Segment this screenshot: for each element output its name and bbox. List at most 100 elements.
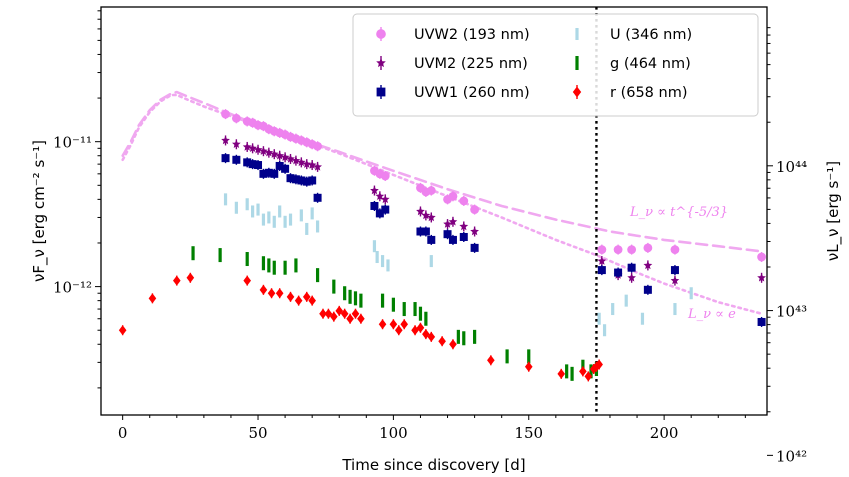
series-4 bbox=[191, 246, 599, 381]
data-point bbox=[456, 329, 460, 344]
data-point bbox=[291, 156, 301, 165]
data-point bbox=[448, 217, 458, 226]
data-point bbox=[391, 297, 395, 312]
data-point bbox=[416, 206, 425, 216]
data-point bbox=[443, 230, 452, 239]
data-point bbox=[602, 324, 607, 337]
data-point bbox=[589, 364, 593, 379]
data-point bbox=[597, 266, 606, 275]
data-point bbox=[353, 291, 358, 306]
data-point bbox=[275, 161, 284, 170]
legend-label: g (464 nm) bbox=[610, 56, 691, 72]
legend-box bbox=[352, 13, 759, 117]
legend-marker bbox=[376, 57, 386, 68]
data-point bbox=[254, 161, 263, 170]
data-point bbox=[313, 141, 322, 151]
data-point bbox=[689, 287, 693, 300]
data-point bbox=[259, 284, 268, 295]
data-point bbox=[389, 319, 398, 330]
data-point bbox=[375, 209, 384, 218]
data-point bbox=[429, 255, 433, 268]
data-point bbox=[470, 205, 480, 214]
data-point bbox=[280, 152, 290, 161]
data-point bbox=[757, 317, 766, 326]
data-point bbox=[426, 212, 436, 222]
data-point bbox=[443, 219, 452, 228]
data-point bbox=[310, 207, 314, 220]
data-point bbox=[421, 227, 430, 236]
data-point bbox=[248, 160, 257, 169]
data-point bbox=[595, 359, 603, 370]
data-point bbox=[315, 268, 320, 283]
data-point bbox=[307, 160, 317, 169]
data-point bbox=[308, 295, 316, 306]
y-tick-label: 10⁻¹² bbox=[53, 279, 92, 297]
data-point bbox=[148, 293, 157, 304]
data-point bbox=[346, 313, 354, 324]
data-point bbox=[118, 325, 127, 336]
data-point bbox=[380, 255, 385, 268]
data-point bbox=[613, 245, 623, 255]
data-point bbox=[340, 308, 349, 319]
data-point bbox=[411, 325, 419, 336]
data-point bbox=[319, 308, 327, 319]
data-point bbox=[283, 215, 287, 228]
data-point bbox=[272, 215, 276, 228]
data-point bbox=[438, 336, 446, 347]
data-point bbox=[264, 148, 274, 157]
data-point bbox=[248, 143, 257, 152]
data-point bbox=[614, 268, 623, 277]
y-tick-label: 10⁻¹¹ bbox=[53, 134, 92, 152]
data-point bbox=[191, 246, 195, 261]
legend-marker bbox=[575, 56, 579, 70]
series-2 bbox=[221, 153, 766, 327]
data-point bbox=[505, 349, 509, 364]
data-point bbox=[557, 368, 566, 379]
data-point bbox=[232, 139, 241, 148]
series-0 bbox=[221, 109, 766, 263]
right-y-axis-label: νL_ν [erg s⁻¹] bbox=[824, 161, 843, 261]
data-point bbox=[294, 258, 298, 273]
data-point bbox=[627, 245, 637, 255]
data-point bbox=[231, 113, 241, 123]
data-point bbox=[524, 361, 533, 372]
data-point bbox=[370, 186, 379, 195]
data-point bbox=[459, 196, 469, 206]
data-point bbox=[470, 226, 479, 236]
data-point bbox=[643, 243, 653, 253]
series-1 bbox=[221, 135, 766, 286]
data-point bbox=[459, 221, 469, 231]
data-point bbox=[313, 193, 322, 202]
data-point bbox=[286, 154, 295, 163]
data-point bbox=[291, 175, 300, 184]
data-point bbox=[402, 302, 406, 317]
data-point bbox=[332, 279, 336, 294]
x-axis-label: Time since discovery [d] bbox=[341, 456, 525, 474]
data-point bbox=[459, 232, 468, 241]
data-point bbox=[370, 201, 379, 210]
data-point bbox=[267, 211, 271, 224]
plot-frame bbox=[100, 6, 768, 416]
data-point bbox=[462, 331, 466, 346]
data-point bbox=[315, 220, 320, 233]
data-point bbox=[234, 201, 238, 214]
axes: 0 50 100 150 200 10⁻¹² 10⁻¹¹ 10⁴² 10⁴³ 10⁴⁴ bbox=[53, 6, 807, 465]
data-point bbox=[313, 162, 322, 171]
data-point bbox=[527, 349, 531, 364]
data-point bbox=[221, 154, 230, 163]
data-point bbox=[243, 158, 252, 167]
data-point bbox=[424, 311, 428, 326]
data-point bbox=[395, 325, 403, 336]
data-point bbox=[375, 251, 379, 264]
data-point bbox=[286, 291, 295, 302]
data-point bbox=[448, 235, 457, 244]
data-point bbox=[670, 266, 679, 275]
legend-label: UVM2 (225 nm) bbox=[414, 56, 528, 72]
data-point bbox=[245, 252, 249, 267]
data-point bbox=[589, 364, 598, 375]
x-tick-label: 100 bbox=[379, 424, 408, 442]
legend-marker bbox=[376, 29, 386, 39]
data-point bbox=[302, 177, 311, 186]
data-point bbox=[275, 151, 285, 160]
